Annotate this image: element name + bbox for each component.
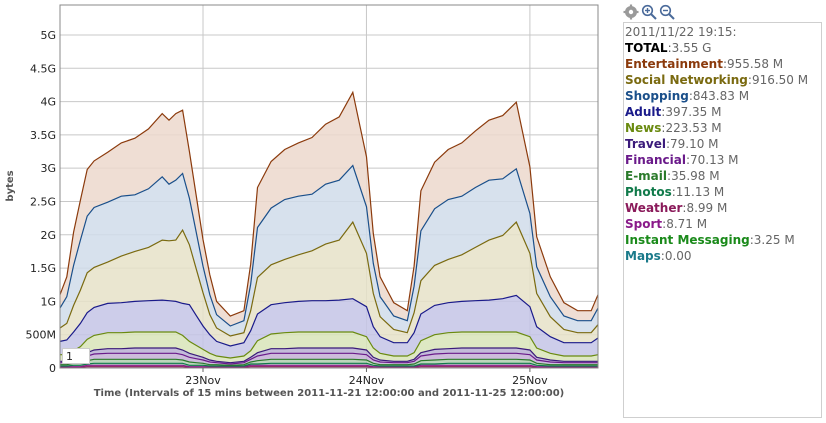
legend-item[interactable]: Maps:0.00 xyxy=(625,249,692,263)
legend-items: Entertainment:955.58 M Social Networking:… xyxy=(625,56,821,264)
zoom-out-icon[interactable] xyxy=(659,4,675,20)
y-tick-label: 500M xyxy=(26,329,57,342)
legend-item[interactable]: Social Networking:916.50 M xyxy=(625,73,809,87)
legend-item-value: 3.25 M xyxy=(753,233,795,247)
line-weather xyxy=(60,366,598,368)
area-travel xyxy=(60,348,598,364)
legend-item-name: E-mail xyxy=(625,169,668,183)
legend-item-name: Maps xyxy=(625,249,661,263)
legend-item-name: Photos xyxy=(625,185,672,199)
page-indicator: 1 xyxy=(62,348,90,364)
x-axis-ticks: 23Nov 24Nov 25Nov xyxy=(185,368,548,387)
area-adult xyxy=(60,295,598,358)
legend-item[interactable]: E-mail:35.98 M xyxy=(625,169,720,183)
legend-item[interactable]: Shopping:843.83 M xyxy=(625,89,750,103)
legend-item-name: Weather xyxy=(625,201,683,215)
y-tick-label: 2G xyxy=(40,229,56,242)
line-photos xyxy=(60,362,598,367)
legend-item[interactable]: Instant Messaging:3.25 M xyxy=(625,233,795,247)
legend-item-name: News xyxy=(625,121,662,135)
legend-item-name: Adult xyxy=(625,105,662,119)
line-e-mail xyxy=(60,358,598,366)
area-e-mail xyxy=(60,359,598,366)
legend-item-value: 8.71 M xyxy=(666,217,708,231)
x-tick-label: 25Nov xyxy=(512,374,548,387)
y-tick-label: 2.5G xyxy=(30,195,56,208)
legend-item[interactable]: News:223.53 M xyxy=(625,121,722,135)
gear-icon[interactable] xyxy=(623,4,639,20)
legend-item-value: 8.99 M xyxy=(686,201,728,215)
legend-item-name: Social Networking xyxy=(625,73,748,87)
legend-item[interactable]: Entertainment:955.58 M xyxy=(625,57,784,71)
legend-item[interactable]: Weather:8.99 M xyxy=(625,201,728,215)
legend-item-name: Sport xyxy=(625,217,663,231)
y-tick-label: 3G xyxy=(40,162,56,175)
legend-item[interactable]: Sport:8.71 M xyxy=(625,217,708,231)
x-axis-label: Time (Intervals of 15 mins between 2011-… xyxy=(94,388,565,399)
legend-total-name: TOTAL xyxy=(625,41,668,55)
area-news xyxy=(60,332,598,363)
y-tick-label: 4G xyxy=(40,96,56,109)
legend-item[interactable]: Adult:397.35 M xyxy=(625,105,722,119)
chart-toolbar xyxy=(623,3,675,21)
y-tick-label: 3.5G xyxy=(30,129,56,142)
y-tick-label: 1G xyxy=(40,295,56,308)
legend-item-value: 70.13 M xyxy=(689,153,739,167)
line-financial xyxy=(60,352,598,365)
legend-panel: 2011/11/22 19:15: TOTAL:3.55 G Entertain… xyxy=(623,22,822,418)
zoom-in-icon[interactable] xyxy=(641,4,657,20)
legend-item-name: Entertainment xyxy=(625,57,723,71)
y-tick-label: 1.5G xyxy=(30,262,56,275)
line-adult xyxy=(59,294,599,347)
line-news xyxy=(60,331,599,359)
legend-item-name: Instant Messaging xyxy=(625,233,750,247)
line-entertainment xyxy=(59,90,599,317)
bytes-stacked-area-chart: 0 500M 1G 1.5G 2G 2.5G 3G 3.5G 4G 4.5G 5G 23Nov 24N… xyxy=(5,4,599,399)
legend-item-name: Travel xyxy=(625,137,666,151)
plot-frame xyxy=(59,4,599,369)
area-social-networking xyxy=(60,222,598,346)
legend-item-name: Financial xyxy=(625,153,686,167)
series-lines xyxy=(59,90,599,368)
legend-item[interactable]: Travel:79.10 M xyxy=(625,137,719,151)
legend-timestamp: 2011/11/22 19:15: xyxy=(625,25,737,39)
y-tick-label: 5G xyxy=(40,29,56,42)
line-shopping xyxy=(59,164,599,327)
legend-item[interactable]: Photos:11.13 M xyxy=(625,185,725,199)
line-social-networking xyxy=(59,220,599,337)
y-tick-label: 4.5G xyxy=(30,62,56,75)
legend-item-value: 916.50 M xyxy=(751,73,809,87)
legend-item-value: 0.00 xyxy=(664,249,692,263)
legend-item-value: 955.58 M xyxy=(727,57,784,71)
legend-total-value: 3.55 G xyxy=(671,41,712,55)
series-areas xyxy=(60,92,598,368)
legend-item-value: 223.53 M xyxy=(665,121,722,135)
legend-item-value: 397.35 M xyxy=(665,105,722,119)
line-sport xyxy=(60,364,598,368)
y-axis-ticks: 0 500M 1G 1.5G 2G 2.5G 3G 3.5G 4G 4.5G 5G xyxy=(26,29,57,375)
legend-item[interactable]: Financial:70.13 M xyxy=(625,153,739,167)
legend-total-row: TOTAL:3.55 G xyxy=(625,41,712,55)
y-axis-label: bytes xyxy=(5,170,16,201)
legend-item-value: 79.10 M xyxy=(670,137,719,151)
area-entertainment xyxy=(60,92,598,326)
legend-item-name: Shopping xyxy=(625,89,689,103)
line-travel xyxy=(60,347,598,364)
x-tick-label: 24Nov xyxy=(349,374,385,387)
legend-item-value: 35.98 M xyxy=(671,169,720,183)
legend-item-value: 11.13 M xyxy=(675,185,725,199)
y-tick-label: 0 xyxy=(49,362,56,375)
legend-item-value: 843.83 M xyxy=(692,89,750,103)
area-shopping xyxy=(60,165,598,336)
x-tick-label: 23Nov xyxy=(185,374,221,387)
